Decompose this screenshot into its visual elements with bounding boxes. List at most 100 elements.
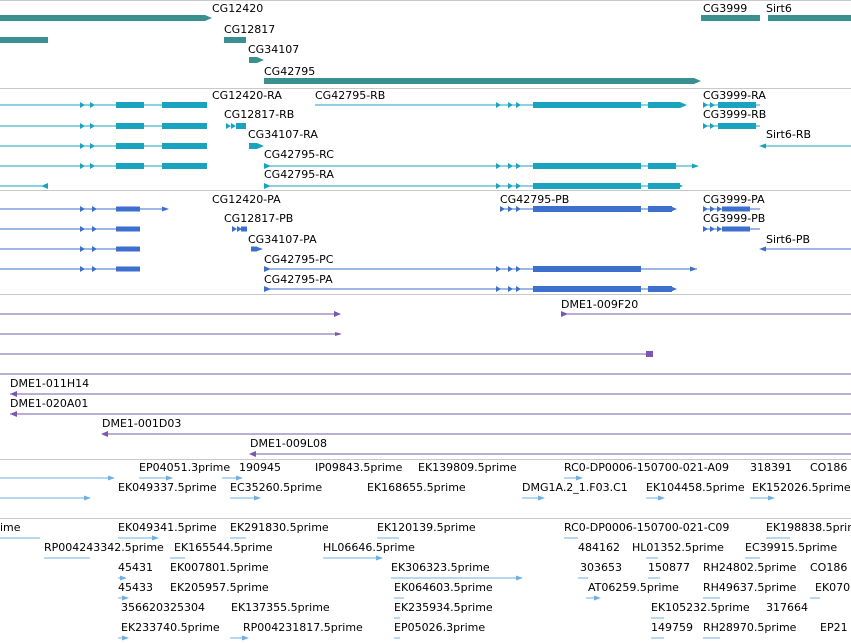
est-label[interactable]: 45431	[118, 561, 153, 574]
exon-chevron[interactable]	[500, 206, 505, 212]
exon-chevron[interactable]	[496, 286, 501, 292]
feature-block[interactable]	[648, 286, 672, 292]
est-label[interactable]: RH28970.5prime	[703, 621, 797, 634]
transcript-label[interactable]: CG12420-RA	[212, 89, 282, 102]
strand-arrow-icon[interactable]	[264, 183, 271, 189]
strand-arrow-icon[interactable]	[759, 143, 766, 149]
feature-block[interactable]	[249, 143, 257, 149]
gene-label[interactable]: CG42795	[264, 65, 316, 78]
est-label[interactable]: RC0-DP0006-150700-021-C09	[564, 521, 730, 534]
exon-chevron[interactable]	[710, 206, 715, 212]
est-label[interactable]: EK168655.5prime	[367, 481, 466, 494]
strand-arrow-icon[interactable]	[236, 475, 243, 481]
feature-block[interactable]	[533, 102, 641, 108]
est-label[interactable]: EP04051.3prime	[139, 461, 231, 474]
est-label[interactable]: RP004231817.5prime	[243, 621, 363, 634]
exon-chevron[interactable]	[508, 163, 513, 169]
feature-block[interactable]	[162, 163, 207, 169]
strand-arrow-icon[interactable]	[122, 635, 129, 641]
strand-arrow-icon[interactable]	[152, 535, 159, 541]
transcript-label[interactable]: CG42795-RC	[264, 148, 334, 161]
exon-chevron[interactable]	[496, 266, 501, 272]
exon-chevron[interactable]	[92, 266, 97, 272]
est-label[interactable]: EP21	[820, 621, 848, 634]
est-label[interactable]: 484162	[578, 541, 620, 554]
est-label[interactable]: DMG1A.2_1.F03.C1	[522, 481, 628, 494]
strand-arrow-icon[interactable]	[257, 57, 264, 63]
exon-chevron[interactable]	[231, 123, 236, 129]
gene-label[interactable]: CG12817	[224, 23, 276, 36]
feature-block[interactable]	[648, 183, 680, 189]
est-label[interactable]: EK165544.5prime	[174, 541, 273, 554]
est-label[interactable]: EK007801.5prime	[170, 561, 269, 574]
feature-block[interactable]	[722, 206, 750, 212]
strand-arrow-icon[interactable]	[122, 226, 129, 232]
est-label[interactable]: EK205957.5prime	[170, 581, 269, 594]
est-label[interactable]: IP09843.5prime	[315, 461, 403, 474]
gene-label[interactable]: CG3999	[703, 2, 748, 15]
exon-chevron[interactable]	[80, 226, 85, 232]
exon-chevron[interactable]	[226, 123, 231, 129]
exon-chevron[interactable]	[703, 206, 708, 212]
exon-chevron[interactable]	[80, 266, 85, 272]
feature-block[interactable]	[722, 226, 750, 232]
bac-clone-label[interactable]: DME1-001D03	[102, 417, 182, 430]
est-label[interactable]: HL06646.5prime	[323, 541, 415, 554]
est-label[interactable]: 190945	[239, 461, 281, 474]
exon-chevron[interactable]	[516, 183, 521, 189]
exon-chevron[interactable]	[90, 163, 95, 169]
exon-chevron[interactable]	[703, 226, 708, 232]
strand-arrow-icon[interactable]	[670, 206, 677, 212]
gene-block[interactable]	[264, 78, 694, 84]
feature-block[interactable]	[533, 183, 641, 189]
est-label[interactable]: EK235934.5prime	[394, 601, 493, 614]
strand-arrow-icon[interactable]	[694, 78, 701, 84]
feature-block[interactable]	[251, 246, 257, 252]
gene-block[interactable]	[768, 15, 851, 21]
feature-block[interactable]	[116, 143, 144, 149]
exon-chevron[interactable]	[516, 266, 521, 272]
est-label[interactable]: 45433	[118, 581, 153, 594]
strand-arrow-icon[interactable]	[561, 311, 568, 317]
transcript-label[interactable]: Sirt6-RB	[766, 128, 812, 141]
transcript-label[interactable]: CG3999-PA	[703, 193, 765, 206]
strand-arrow-icon[interactable]	[676, 183, 683, 189]
feature-block[interactable]	[116, 123, 144, 129]
transcript-label[interactable]: CG12817-PB	[224, 212, 294, 225]
strand-arrow-icon[interactable]	[335, 332, 342, 336]
gene-block[interactable]	[249, 57, 257, 63]
gene-block[interactable]	[0, 37, 48, 43]
exon-chevron[interactable]	[508, 183, 513, 189]
exon-chevron[interactable]	[496, 183, 501, 189]
est-label[interactable]: HL01352.5prime	[632, 541, 724, 554]
transcript-label[interactable]: Sirt6-PB	[766, 233, 811, 246]
gene-label[interactable]: Sirt6	[766, 2, 792, 15]
feature-block[interactable]	[718, 102, 748, 108]
est-label[interactable]: EK152026.5prime	[752, 481, 851, 494]
strand-arrow-icon[interactable]	[200, 143, 207, 149]
strand-arrow-icon[interactable]	[376, 555, 383, 561]
strand-arrow-icon[interactable]	[690, 266, 697, 272]
est-label[interactable]: EK137355.5prime	[231, 601, 330, 614]
est-label[interactable]: EK049337.5prime	[118, 481, 217, 494]
strand-arrow-icon[interactable]	[249, 451, 256, 457]
exon-chevron[interactable]	[710, 102, 715, 108]
transcript-label[interactable]: CG42795-PA	[264, 273, 333, 286]
exon-chevron[interactable]	[703, 102, 708, 108]
exon-chevron[interactable]	[92, 206, 97, 212]
strand-arrow-icon[interactable]	[101, 431, 108, 437]
est-label[interactable]: 318391	[750, 461, 792, 474]
est-label[interactable]: EK049341.5prime	[118, 521, 217, 534]
strand-arrow-icon[interactable]	[576, 475, 583, 481]
feature-block[interactable]	[116, 163, 144, 169]
strand-arrow-icon[interactable]	[162, 206, 169, 212]
feature-block[interactable]	[646, 351, 653, 357]
gene-block[interactable]	[0, 15, 205, 21]
strand-arrow-icon[interactable]	[768, 495, 775, 501]
transcript-label[interactable]: CG34107-PA	[248, 233, 317, 246]
bac-clone-label[interactable]: DME1-011H14	[10, 377, 90, 390]
exon-chevron[interactable]	[90, 123, 95, 129]
strand-arrow-icon[interactable]	[538, 495, 545, 501]
feature-block[interactable]	[748, 123, 756, 129]
strand-arrow-icon[interactable]	[10, 391, 17, 397]
